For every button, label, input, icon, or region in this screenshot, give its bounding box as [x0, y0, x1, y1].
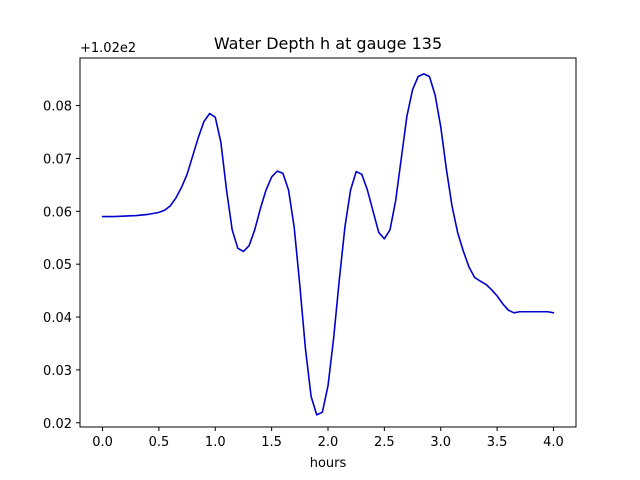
- series-line: [101, 73, 555, 416]
- axes-frame: [79, 57, 577, 428]
- x-tick-label: 0.5: [149, 435, 170, 450]
- x-tick-label: 1.5: [261, 435, 282, 450]
- x-tick-label: 3.0: [430, 435, 451, 450]
- x-axis: 0.0 0.5 1.0 1.5 2.0 2.5 3.0 3.5 4.0: [92, 427, 564, 450]
- y-tick-label: 0.07: [43, 152, 72, 167]
- x-tick-label: 4.0: [543, 435, 564, 450]
- x-axis-label: hours: [310, 456, 347, 471]
- x-tick-label: 2.5: [374, 435, 395, 450]
- y-tick-label: 0.04: [43, 311, 72, 326]
- y-tick-label: 0.08: [43, 100, 72, 115]
- y-tick-label: 0.03: [43, 364, 72, 379]
- x-tick-label: 2.0: [318, 435, 339, 450]
- chart-title: Water Depth h at gauge 135: [214, 34, 442, 53]
- y-tick-label: 0.06: [43, 205, 72, 220]
- plot-area: [79, 57, 577, 428]
- x-tick-label: 0.0: [92, 435, 113, 450]
- y-offset-label: +1.02e2: [80, 41, 136, 56]
- x-tick-label: 3.5: [487, 435, 508, 450]
- y-axis: 0.02 0.03 0.04 0.05 0.06 0.07 0.08: [43, 100, 80, 432]
- y-tick-label: 0.05: [43, 258, 72, 273]
- x-tick-label: 1.0: [205, 435, 226, 450]
- y-tick-label: 0.02: [43, 417, 72, 432]
